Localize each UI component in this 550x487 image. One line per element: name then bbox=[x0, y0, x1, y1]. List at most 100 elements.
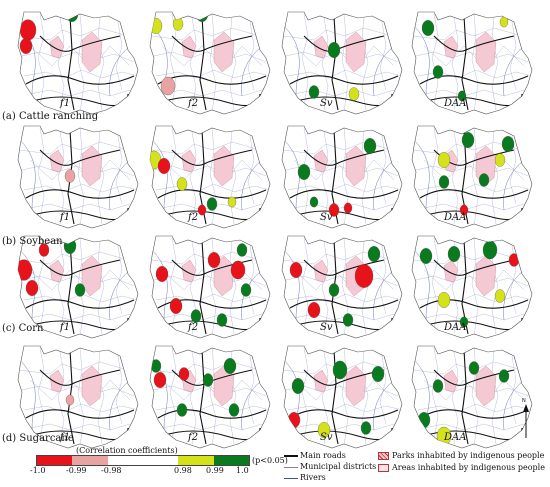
key-municipal-districts: Municipal districts bbox=[284, 462, 376, 471]
map-panel-cattle-sv: Sv bbox=[282, 12, 402, 114]
correlation-region bbox=[494, 153, 506, 167]
panel-label-sv: Sv bbox=[320, 212, 333, 223]
svg-text:N: N bbox=[522, 398, 526, 404]
correlation-region bbox=[501, 136, 515, 152]
legend-tick: 0.98 bbox=[174, 466, 192, 475]
legend-swatch-negative bbox=[72, 456, 108, 465]
legend-significance: (p<0.05) bbox=[252, 456, 288, 465]
panel-label-f1: f1 bbox=[59, 98, 70, 109]
panel-label-sv: Sv bbox=[320, 322, 333, 333]
correlation-region bbox=[309, 196, 319, 208]
correlation-region bbox=[74, 283, 86, 297]
correlation-region bbox=[289, 262, 303, 278]
correlation-region bbox=[468, 361, 480, 375]
map-panel-sugarcane-daa: DAA bbox=[412, 346, 532, 448]
correlation-region bbox=[328, 283, 340, 297]
correlation-region bbox=[150, 359, 162, 373]
correlation-region bbox=[354, 264, 374, 288]
row-label-cattle: (a) Cattle ranching bbox=[2, 111, 99, 122]
park-hatch-icon bbox=[378, 452, 389, 460]
correlation-region bbox=[367, 246, 381, 262]
map-panel-corn-f2: f2 bbox=[150, 236, 270, 338]
correlation-region bbox=[18, 259, 33, 281]
correlation-region bbox=[297, 164, 311, 180]
panel-label-daa: DAA bbox=[443, 212, 466, 223]
correlation-region bbox=[437, 292, 451, 308]
row-label-soybean: (b) Soybean bbox=[2, 236, 63, 247]
correlation-region bbox=[223, 358, 237, 374]
legend-title: (Correlation coefficients) bbox=[76, 446, 178, 455]
key-parks-label: Parks inhabited by indigenous people bbox=[392, 451, 545, 460]
map-panel-soybean-sv: Sv bbox=[282, 126, 402, 228]
municipal-line-icon bbox=[284, 466, 298, 468]
map-panel-corn-f1: f1 bbox=[16, 236, 138, 338]
key-areas: Areas inhabited by indigenous people bbox=[378, 463, 545, 472]
map-panel-sugarcane-f2: f2 bbox=[150, 346, 270, 448]
correlation-region bbox=[432, 379, 444, 393]
panel-label-f2: f2 bbox=[187, 432, 198, 443]
panel-label-sv: Sv bbox=[320, 432, 333, 443]
map-panel-corn-sv: Sv bbox=[282, 236, 402, 338]
correlation-region bbox=[371, 366, 385, 382]
map-panel-sugarcane-sv: Sv bbox=[282, 346, 402, 448]
panel-label-f2: f2 bbox=[187, 322, 198, 333]
correlation-region bbox=[432, 65, 444, 79]
legend-tick: -1.0 bbox=[30, 466, 46, 475]
main-road-line-icon bbox=[284, 455, 298, 457]
correlation-region bbox=[348, 87, 360, 101]
correlation-region bbox=[328, 203, 340, 217]
panel-label-f1: f1 bbox=[59, 432, 70, 443]
correlation-region bbox=[478, 173, 490, 187]
correlation-region bbox=[65, 12, 79, 22]
correlation-region bbox=[308, 85, 320, 99]
correlation-region bbox=[307, 302, 321, 318]
correlation-region bbox=[437, 152, 451, 168]
correlation-region bbox=[332, 360, 348, 380]
correlation-region bbox=[150, 18, 163, 34]
correlation-region bbox=[494, 289, 506, 303]
correlation-region bbox=[343, 202, 353, 214]
key-municipal-label: Municipal districts bbox=[300, 462, 377, 471]
correlation-region bbox=[157, 158, 171, 174]
color-legend-bar bbox=[36, 455, 250, 466]
panel-label-f2: f2 bbox=[187, 212, 198, 223]
correlation-region bbox=[155, 266, 169, 282]
correlation-region bbox=[419, 248, 433, 264]
correlation-region bbox=[363, 138, 377, 154]
river-line-icon bbox=[284, 477, 298, 479]
correlation-region bbox=[482, 240, 498, 260]
correlation-region bbox=[197, 204, 207, 216]
map-panel-sugarcane-f1: f1 bbox=[18, 346, 138, 448]
correlation-region bbox=[498, 369, 510, 383]
area-hatch-icon bbox=[378, 464, 389, 472]
correlation-region bbox=[63, 238, 77, 254]
panel-label-f1: f1 bbox=[59, 212, 70, 223]
correlation-region bbox=[176, 177, 188, 191]
key-parks: Parks inhabited by indigenous people bbox=[378, 451, 544, 460]
map-panel-soybean-f2: f2 bbox=[147, 126, 270, 228]
correlation-region bbox=[317, 422, 331, 438]
north-arrow-icon: N bbox=[522, 398, 529, 438]
correlation-region bbox=[176, 403, 188, 417]
legend-swatch-neutral bbox=[107, 456, 179, 465]
key-main-roads-label: Main roads bbox=[300, 451, 346, 460]
correlation-region bbox=[230, 260, 246, 280]
map-panel-soybean-daa: DAA bbox=[412, 126, 532, 228]
correlation-region bbox=[206, 197, 218, 211]
panel-label-daa: DAA bbox=[443, 322, 466, 333]
correlation-region bbox=[19, 19, 37, 41]
legend-tick: 0.99 bbox=[206, 466, 224, 475]
correlation-region bbox=[508, 253, 520, 267]
correlation-region bbox=[25, 280, 39, 296]
legend-swatch-strong-negative bbox=[37, 456, 73, 465]
map-panel-cattle-daa: DAA bbox=[412, 12, 532, 114]
correlation-region bbox=[169, 298, 183, 314]
correlation-region bbox=[153, 372, 167, 388]
correlation-region bbox=[19, 38, 33, 54]
map-panel-soybean-f1: f1 bbox=[18, 126, 138, 228]
correlation-region bbox=[438, 175, 450, 189]
correlation-region bbox=[461, 132, 475, 148]
row-label-corn: (c) Corn bbox=[2, 323, 44, 334]
panel-label-daa: DAA bbox=[443, 98, 466, 109]
